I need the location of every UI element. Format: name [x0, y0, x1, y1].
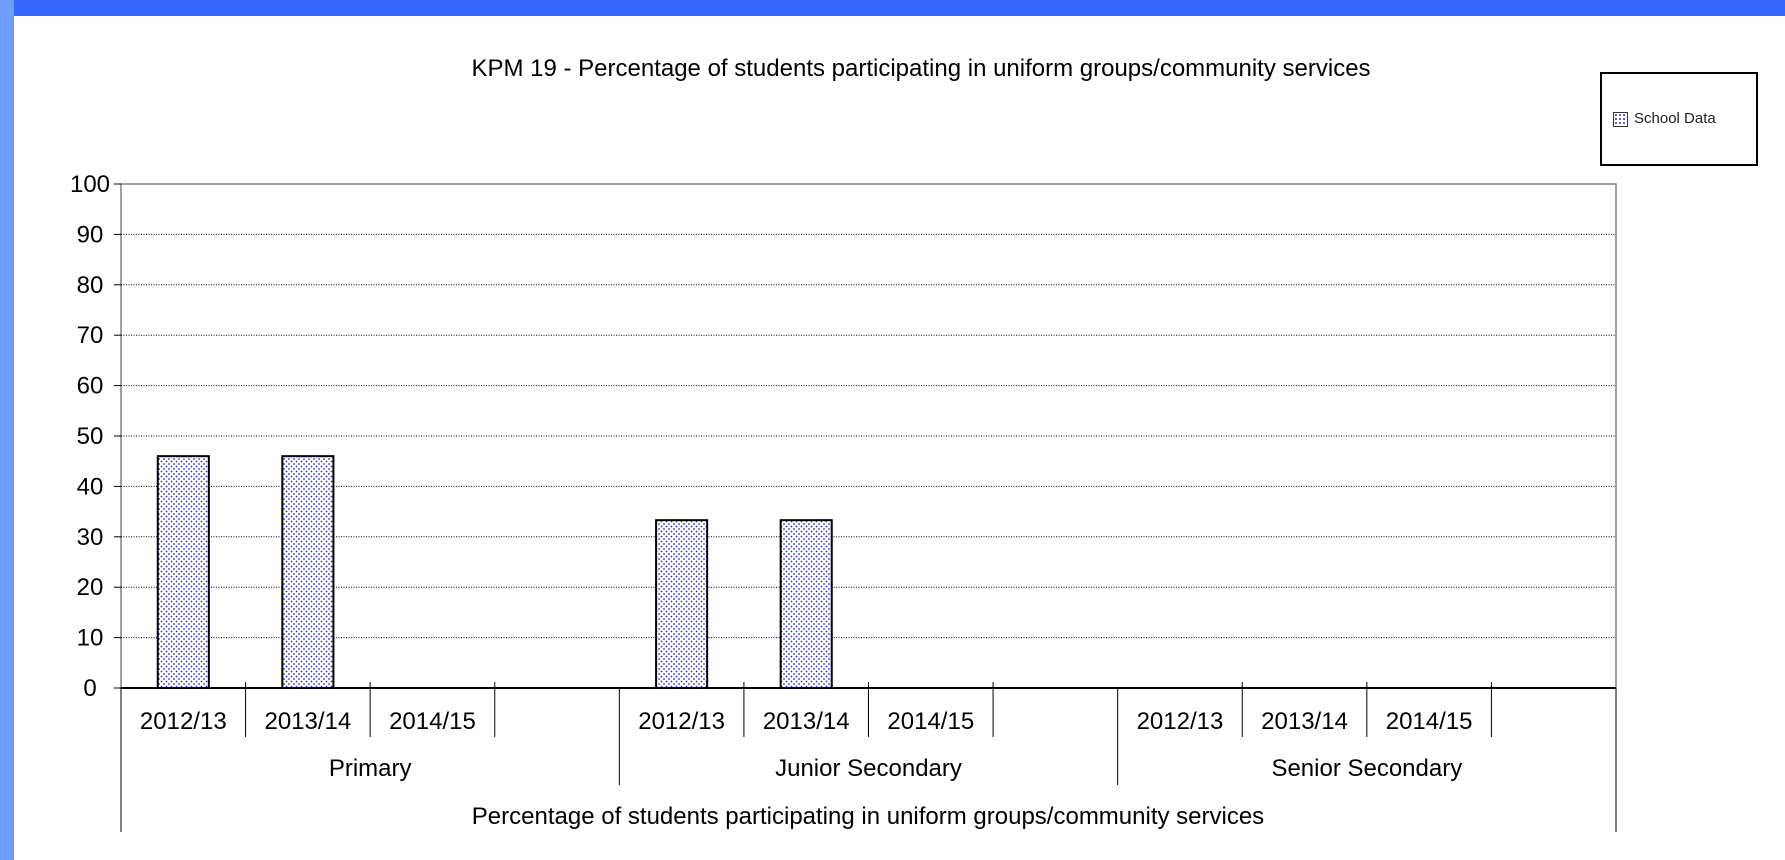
y-tick-label: 30	[77, 524, 104, 551]
legend-swatch	[1613, 112, 1628, 127]
x-axis-title: Percentage of students participating in …	[472, 803, 1264, 830]
y-tick-label: 50	[77, 423, 104, 450]
x-tick-label: 2012/13	[140, 708, 227, 735]
bar	[281, 455, 335, 689]
window-top-border	[0, 0, 1785, 16]
group-label: Primary	[329, 755, 412, 782]
bar	[156, 455, 210, 689]
legend-label: School Data	[1634, 110, 1716, 127]
x-tick-label: 2012/13	[638, 708, 725, 735]
y-tick-label: 90	[77, 221, 104, 248]
chart-title: KPM 19 - Percentage of students particip…	[471, 55, 1370, 82]
y-tick-label: 40	[77, 473, 104, 500]
y-tick-label: 70	[77, 322, 104, 349]
y-tick-label: 20	[77, 574, 104, 601]
group-label: Junior Secondary	[775, 755, 962, 782]
x-tick-label: 2014/15	[389, 708, 476, 735]
y-tick-label: 60	[77, 373, 104, 400]
x-tick-label: 2014/15	[887, 708, 974, 735]
legend: School Data	[1600, 72, 1758, 166]
x-tick-label: 2014/15	[1386, 708, 1473, 735]
x-tick-label: 2013/14	[763, 708, 850, 735]
y-tick-label: 100	[70, 171, 110, 198]
y-tick-label: 10	[77, 625, 104, 652]
y-tick-label: 80	[77, 272, 104, 299]
bar	[655, 519, 709, 690]
x-tick-label: 2012/13	[1137, 708, 1224, 735]
window-left-border	[0, 0, 14, 860]
y-tick-label: 0	[83, 675, 96, 702]
group-label: Senior Secondary	[1271, 755, 1462, 782]
bar	[779, 519, 833, 690]
x-tick-label: 2013/14	[1261, 708, 1348, 735]
x-tick-label: 2013/14	[264, 708, 351, 735]
